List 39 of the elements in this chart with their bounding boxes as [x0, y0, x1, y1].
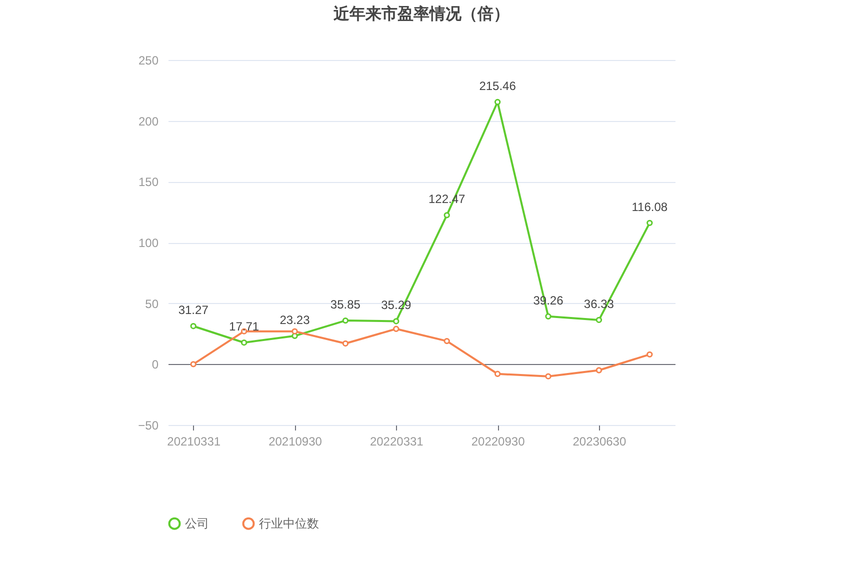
point — [494, 98, 501, 106]
legend-label: 公司 — [185, 516, 209, 531]
point — [292, 328, 298, 334]
point — [342, 317, 349, 324]
point — [494, 370, 501, 377]
legend-label: 行业中位数 — [259, 516, 319, 531]
point — [596, 316, 602, 324]
point — [444, 338, 450, 344]
x-tick-label: 20210331 — [167, 434, 221, 448]
data-label: 31.27 — [178, 303, 209, 318]
y-tick-label: 150 — [138, 175, 159, 190]
y-tick-label: 0 — [152, 358, 159, 372]
y-tick-label: −50 — [138, 418, 159, 432]
point — [393, 326, 400, 332]
data-label: 23.23 — [280, 312, 310, 327]
point — [545, 313, 552, 320]
chart-title: 近年来市盈率情况（倍） — [332, 4, 510, 23]
data-label: 17.71 — [229, 320, 260, 334]
point — [190, 323, 196, 330]
x-tick-label: 20220930 — [471, 434, 526, 448]
point — [190, 361, 196, 368]
point — [545, 373, 552, 380]
point — [444, 212, 450, 218]
data-label: 116.08 — [632, 200, 668, 214]
y-tick-label: 250 — [138, 54, 159, 68]
x-tick-label: 20210930 — [268, 434, 322, 448]
x-tick-label: 20230630 — [572, 434, 626, 448]
point — [393, 318, 400, 324]
point — [342, 340, 349, 347]
y-tick-label: 50 — [145, 296, 159, 311]
data-label: 215.46 — [479, 79, 516, 94]
point — [596, 367, 602, 374]
point — [646, 351, 653, 358]
x-tick-label: 20220331 — [370, 434, 424, 448]
point — [646, 220, 653, 226]
y-tick-label: 100 — [138, 236, 159, 250]
point — [240, 340, 248, 346]
data-label: 35.85 — [330, 298, 361, 312]
y-tick-label: 200 — [138, 114, 159, 128]
